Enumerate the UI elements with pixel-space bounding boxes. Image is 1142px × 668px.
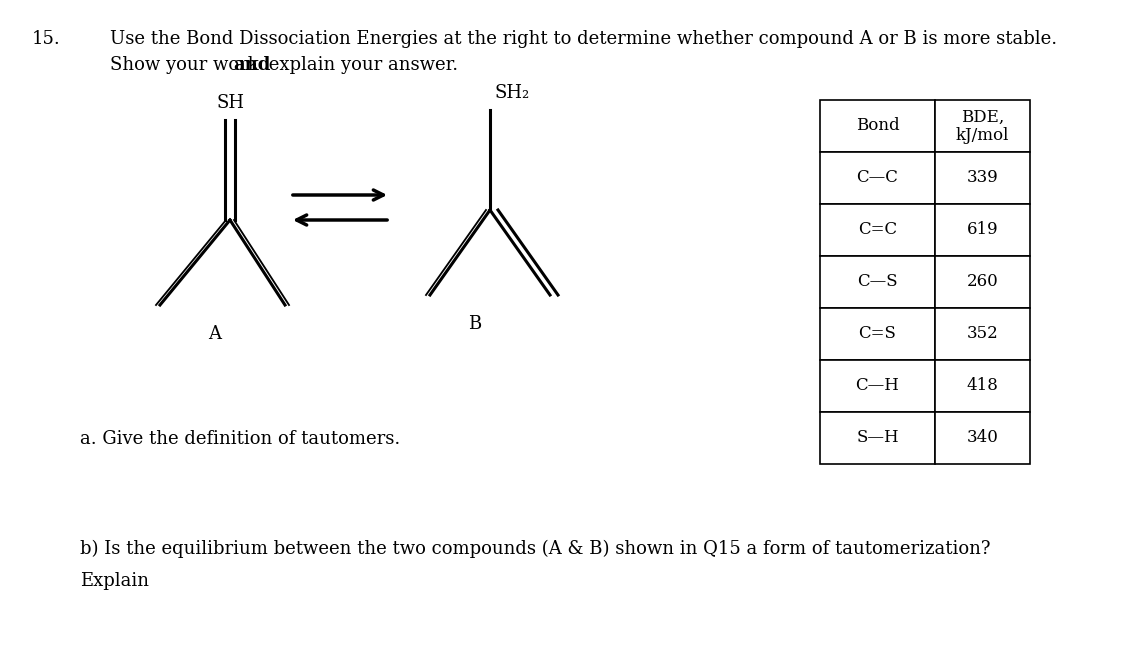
Text: explain your answer.: explain your answer. <box>263 56 458 74</box>
Text: 15.: 15. <box>32 30 61 48</box>
Text: 619: 619 <box>966 222 998 238</box>
Text: 339: 339 <box>966 170 998 186</box>
Bar <box>935 308 1030 360</box>
Bar <box>935 100 1030 152</box>
Bar <box>935 204 1030 256</box>
Bar <box>820 412 935 464</box>
Text: kJ/mol: kJ/mol <box>956 127 1010 144</box>
Text: S—H: S—H <box>856 430 899 446</box>
Text: Show your work: Show your work <box>110 56 265 74</box>
Bar <box>935 412 1030 464</box>
Text: 352: 352 <box>966 325 998 343</box>
Text: 260: 260 <box>966 273 998 291</box>
Bar <box>935 152 1030 204</box>
Text: 340: 340 <box>966 430 998 446</box>
Text: 418: 418 <box>966 377 998 395</box>
Bar <box>820 256 935 308</box>
Text: Use the Bond Dissociation Energies at the right to determine whether compound A : Use the Bond Dissociation Energies at th… <box>110 30 1057 48</box>
Text: B: B <box>468 315 482 333</box>
Bar <box>820 360 935 412</box>
Text: a. Give the definition of tautomers.: a. Give the definition of tautomers. <box>80 430 400 448</box>
Text: C—C: C—C <box>856 170 899 186</box>
Text: C=S: C=S <box>859 325 896 343</box>
Text: A: A <box>209 325 222 343</box>
Text: Bond: Bond <box>855 118 899 134</box>
Bar <box>935 256 1030 308</box>
Text: BDE,: BDE, <box>960 109 1004 126</box>
Bar <box>820 100 935 152</box>
Bar <box>820 308 935 360</box>
Bar <box>935 360 1030 412</box>
Text: C=C: C=C <box>858 222 898 238</box>
Text: and: and <box>233 56 271 74</box>
Text: b) Is the equilibrium between the two compounds (A & B) shown in Q15 a form of t: b) Is the equilibrium between the two co… <box>80 540 990 558</box>
Text: SH₂: SH₂ <box>494 84 530 102</box>
Text: SH: SH <box>216 94 244 112</box>
Bar <box>820 204 935 256</box>
Text: C—H: C—H <box>855 377 900 395</box>
Text: Explain: Explain <box>80 572 148 590</box>
Bar <box>820 152 935 204</box>
Text: C—S: C—S <box>858 273 898 291</box>
